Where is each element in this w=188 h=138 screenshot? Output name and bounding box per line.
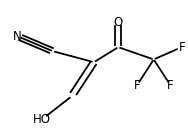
Text: F: F <box>178 41 185 54</box>
Text: HO: HO <box>33 113 51 126</box>
Text: F: F <box>167 79 174 92</box>
Text: O: O <box>114 16 123 29</box>
Text: F: F <box>134 79 140 92</box>
Text: N: N <box>13 30 22 43</box>
